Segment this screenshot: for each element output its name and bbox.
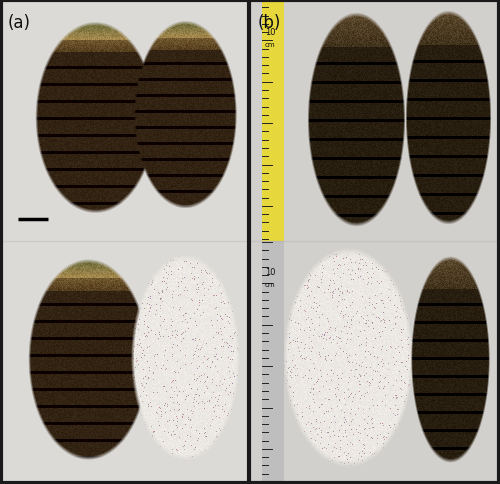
Text: 10: 10 — [265, 268, 276, 276]
Text: cm: cm — [265, 281, 276, 287]
Text: (b): (b) — [258, 14, 281, 32]
Text: cm: cm — [265, 42, 276, 48]
Text: 10: 10 — [265, 28, 276, 37]
Text: (a): (a) — [8, 14, 31, 32]
